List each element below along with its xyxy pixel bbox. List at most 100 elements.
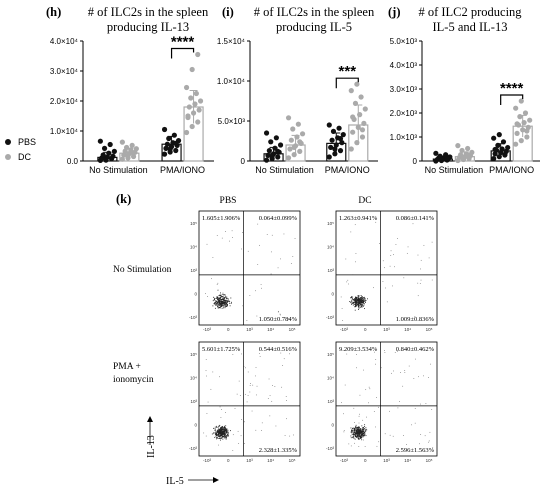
event-dot (220, 292, 221, 294)
event-dot (360, 433, 362, 435)
event-dot (360, 298, 362, 299)
event-dot (258, 353, 260, 354)
event-dot (214, 301, 216, 303)
event-dot (360, 434, 362, 436)
y-tick-label: 0 (413, 157, 418, 166)
event-dot (219, 299, 221, 301)
event-dot (224, 298, 226, 300)
event-dot (218, 435, 220, 437)
event-dot (355, 297, 357, 299)
data-point (350, 129, 356, 135)
chart-j-title-line2: IL-5 and IL-13 (433, 20, 508, 34)
event-dot (355, 299, 357, 301)
event-dot (224, 305, 226, 307)
event-dot (246, 320, 248, 321)
event-dot (360, 300, 362, 302)
event-dot (221, 302, 223, 304)
data-point (285, 115, 292, 121)
event-dot (222, 298, 224, 300)
event-dot (218, 430, 220, 432)
event-dot (238, 442, 240, 444)
event-dot (220, 437, 221, 439)
event-dot (219, 301, 221, 303)
event-dot (358, 427, 360, 429)
event-dot (219, 434, 220, 436)
event-dot (355, 261, 356, 263)
event-dot (228, 302, 230, 304)
event-dot (357, 437, 359, 439)
data-point (173, 147, 179, 154)
event-dot (360, 302, 362, 304)
event-dot (359, 301, 361, 303)
data-point (496, 132, 502, 138)
event-dot (363, 301, 364, 303)
event-dot (221, 437, 223, 439)
event-dot (385, 287, 386, 289)
event-dot (384, 352, 386, 353)
event-dot (230, 297, 232, 299)
y-tick-label: 10⁵ (327, 221, 334, 226)
event-dot (357, 432, 358, 434)
data-point (433, 150, 439, 156)
event-dot (355, 296, 356, 298)
event-dot (360, 307, 362, 309)
event-dot (355, 305, 357, 307)
event-dot (358, 438, 359, 440)
event-dot (216, 302, 218, 304)
event-dot (217, 305, 219, 307)
il5-axis-label: IL-5 (166, 476, 184, 487)
event-dot (289, 353, 290, 355)
event-dot (360, 437, 362, 439)
event-dot (365, 435, 367, 437)
event-dot (340, 296, 342, 298)
event-dot (360, 300, 362, 302)
flow-row-label-nostim: No Stimulation (113, 265, 172, 275)
event-dot (364, 298, 366, 299)
event-dot (259, 356, 261, 357)
significance-stars: **** (171, 34, 195, 51)
event-dot (362, 429, 364, 431)
event-dot (221, 432, 223, 434)
quadrant-upper-left-value: 5.601±1.725% (202, 346, 241, 353)
event-dot (222, 299, 224, 301)
data-point (164, 141, 170, 147)
event-dot (397, 238, 398, 239)
event-dot (224, 427, 226, 429)
event-dot (359, 394, 361, 396)
event-dot (358, 430, 360, 432)
event-dot (289, 435, 291, 437)
event-dot (216, 235, 218, 236)
event-dot (226, 301, 228, 303)
event-dot (356, 298, 358, 300)
event-dot (277, 311, 279, 313)
quadrant-upper-right-value: 0.086±0.141% (396, 215, 435, 222)
event-dot (380, 367, 382, 369)
chart-1: 0 5.0×10³ 1.0×10⁴ 1.5×10⁴ No Stimulation PMA/… (217, 37, 378, 175)
event-dot (364, 424, 366, 426)
event-dot (352, 303, 354, 305)
flow-plot-frame (335, 341, 438, 457)
data-point (130, 150, 137, 156)
event-dot (216, 305, 218, 307)
event-dot (217, 426, 219, 428)
event-dot (217, 437, 219, 439)
data-point (269, 153, 275, 159)
event-dot (353, 427, 355, 429)
event-dot (216, 299, 218, 300)
event-dot (361, 433, 363, 435)
event-dot (232, 354, 234, 355)
event-dot (359, 413, 360, 415)
event-dot (223, 301, 225, 303)
event-dot (361, 425, 363, 427)
event-dot (224, 304, 226, 306)
event-dot (357, 304, 359, 305)
event-dot (356, 433, 357, 435)
event-dot (364, 446, 366, 447)
event-dot (368, 402, 369, 404)
legend-marker-pbs (5, 139, 11, 145)
data-point (183, 129, 190, 136)
event-dot (292, 434, 294, 436)
event-dot (363, 434, 365, 436)
event-dot (428, 257, 430, 259)
